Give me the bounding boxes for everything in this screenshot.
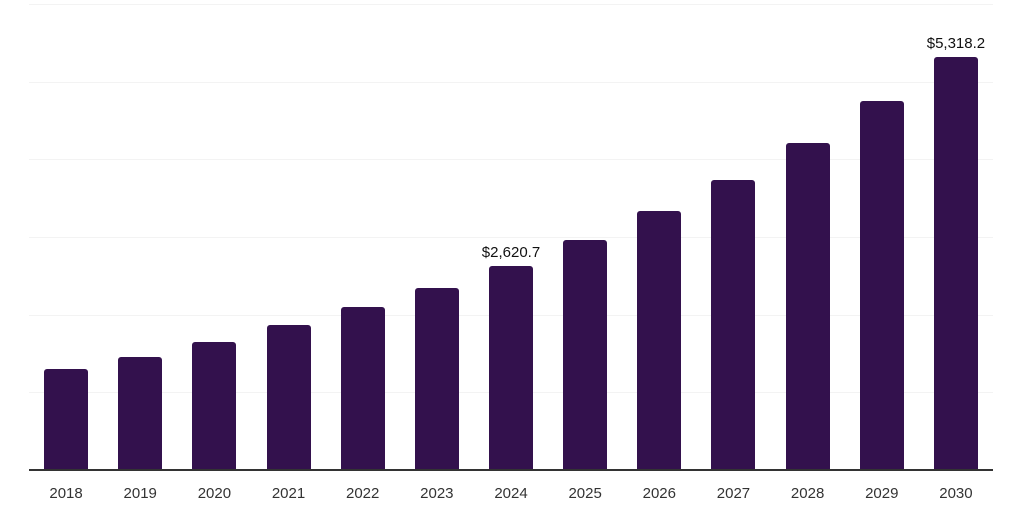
bar-2020 (192, 341, 237, 470)
x-axis-label-2021: 2021 (271, 485, 306, 502)
x-axis-label-2025: 2025 (568, 485, 602, 502)
x-axis-label-2024: 2024 (494, 485, 528, 502)
x-axis-label-2020: 2020 (197, 485, 232, 502)
x-axis-label-2030: 2030 (939, 485, 973, 502)
bar-value-label-2024: $2,620.7 (481, 244, 541, 262)
bar-2019 (118, 357, 163, 470)
bar-2025 (563, 240, 608, 470)
bar-2021 (266, 325, 311, 470)
x-axis-label-2028: 2028 (790, 485, 825, 502)
bar-2018 (44, 369, 89, 470)
gridline-6000 (29, 4, 993, 5)
x-axis-label-2022: 2022 (346, 485, 380, 502)
bar-2027 (711, 180, 756, 470)
bar-value-label-2030: $5,318.2 (926, 34, 986, 52)
bar-2023 (414, 288, 459, 470)
x-axis-label-2026: 2026 (642, 485, 676, 502)
bar-2024 (489, 266, 533, 470)
bar-2030 (933, 56, 978, 470)
bar-2026 (637, 211, 682, 470)
gridline-4000 (29, 159, 993, 161)
x-axis-label-2027: 2027 (716, 485, 751, 502)
gridline-5000 (29, 81, 993, 83)
x-axis-line (29, 469, 993, 471)
x-axis-label-2019: 2019 (123, 485, 157, 502)
gridline-3000 (29, 237, 993, 238)
bar-2022 (340, 307, 385, 470)
bar-2028 (785, 143, 830, 470)
x-axis-label-2018: 2018 (49, 485, 83, 502)
bar-2029 (859, 101, 904, 470)
x-axis-label-2029: 2029 (865, 485, 899, 502)
x-axis-label-2023: 2023 (420, 485, 454, 502)
